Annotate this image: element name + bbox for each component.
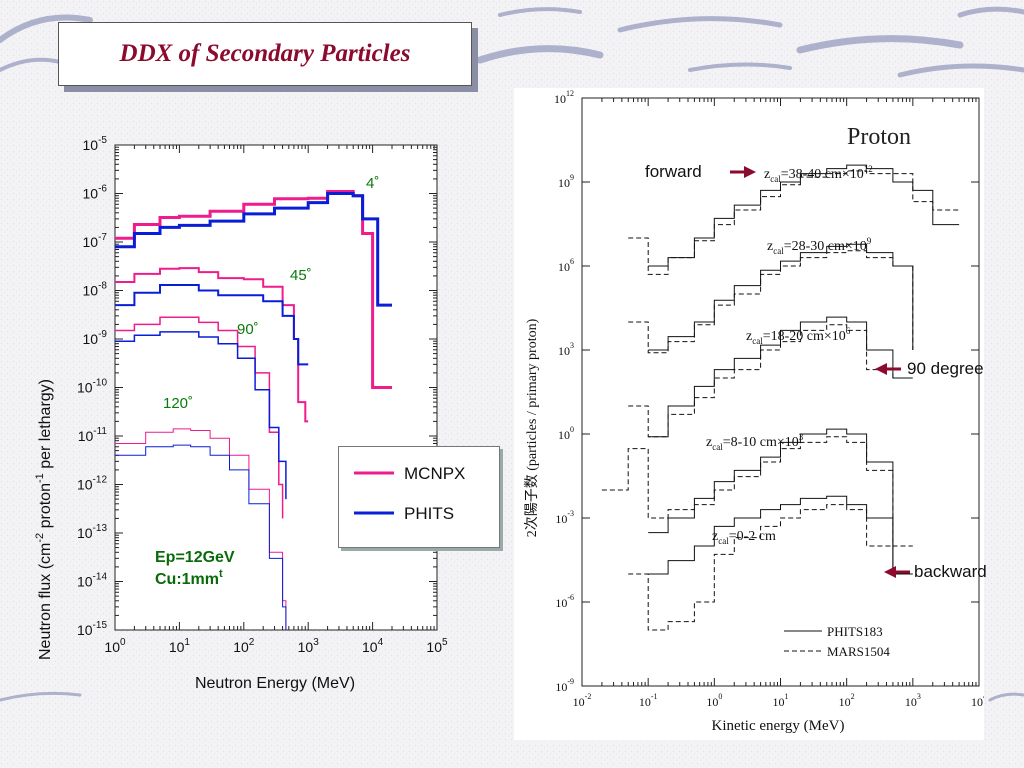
forward-arrow-icon xyxy=(730,166,756,178)
series-mars1504-5 xyxy=(628,324,894,438)
y-tick-label: 10-6 xyxy=(83,184,108,202)
forward-annotation: forward xyxy=(645,162,702,182)
x-tick-label: 100 xyxy=(104,637,126,655)
series-phits-3 xyxy=(115,284,309,366)
legend-label-phits: PHITS xyxy=(404,504,454,523)
curve-label-2: zcal=18-20 cm×106 xyxy=(746,326,851,346)
y-tick-label: 100 xyxy=(558,425,574,442)
beam-energy-label: Ep=12GeV xyxy=(155,549,235,566)
y-tick-label: 10-8 xyxy=(83,281,108,299)
y-tick-label: 10-13 xyxy=(77,523,107,541)
series-mcnpx-4 xyxy=(115,316,284,519)
left-series-group xyxy=(115,190,392,630)
ninety-degree-annotation: 90 degree xyxy=(907,359,984,379)
y-tick-label: 10-11 xyxy=(78,426,108,444)
legend-label-mars1504: MARS1504 xyxy=(827,644,890,659)
right-axis-ticks xyxy=(581,97,980,687)
ninety-degree-arrow-icon xyxy=(875,363,901,375)
angle-label-120: 120˚ xyxy=(163,395,193,412)
right-legend: PHITS183 MARS1504 xyxy=(784,624,890,659)
x-tick-label: 104 xyxy=(362,637,384,655)
y-tick-label: 106 xyxy=(558,257,574,274)
curve-label-3: zcal=8-10 cm×103 xyxy=(706,432,804,452)
right-curve-labels: zcal=38-40 cm×1012 zcal=28-30 cm×109 zcal=… xyxy=(706,164,873,546)
slide-title-box: DDX of Secondary Particles xyxy=(58,22,472,86)
x-tick-label: 102 xyxy=(233,637,255,655)
legend-label-phits183: PHITS183 xyxy=(827,624,883,639)
series-phits-5 xyxy=(115,331,287,500)
right-chart-title: Proton xyxy=(847,124,911,150)
y-tick-label: 109 xyxy=(558,173,574,190)
right-proton-chart: 1012 109 106 103 100 10-3 10-6 10-9 10-2 10-1 100… xyxy=(524,89,987,734)
y-tick-label: 10-5 xyxy=(83,135,108,153)
curve-label-0: zcal=38-40 cm×1012 xyxy=(764,164,873,184)
left-legend: MCNPX PHITS xyxy=(338,446,500,548)
series-phits183-8 xyxy=(648,495,894,575)
series-mcnpx-6 xyxy=(115,428,287,630)
x-tick-label: 103 xyxy=(298,637,320,655)
y-tick-label: 10-9 xyxy=(83,329,108,347)
right-y-axis-label: 2次陽子数 (particles / primary proton) xyxy=(524,318,540,537)
x-tick-label: 10-2 xyxy=(573,692,592,709)
series-phits-7 xyxy=(115,444,287,630)
x-tick-label: 101 xyxy=(169,637,191,655)
x-tick-label: 101 xyxy=(773,692,789,709)
y-tick-label: 10-7 xyxy=(83,232,108,250)
y-tick-label: 10-9 xyxy=(555,677,574,694)
left-x-tick-labels: 100 101 102 103 104 105 xyxy=(104,637,448,655)
y-tick-label: 1012 xyxy=(554,89,574,106)
right-x-axis-label: Kinetic energy (MeV) xyxy=(711,718,844,734)
series-phits-1 xyxy=(115,192,392,307)
y-tick-label: 10-15 xyxy=(77,620,107,638)
right-y-tick-labels: 1012 109 106 103 100 10-3 10-6 10-9 xyxy=(554,89,574,694)
left-y-axis-label: Neutron flux (cm-2 proton-1 per lethargy… xyxy=(34,379,54,660)
backward-annotation: backward xyxy=(914,562,987,582)
right-x-tick-labels: 10-2 10-1 100 101 102 103 104 xyxy=(573,692,987,709)
svg-text:Neutron flux (cm-2 proton-1 pe: Neutron flux (cm-2 proton-1 per lethargy… xyxy=(34,379,54,660)
left-x-axis-label: Neutron Energy (MeV) xyxy=(195,675,355,692)
x-tick-label: 100 xyxy=(706,692,722,709)
left-neutron-flux-chart: 10-5 10-6 10-7 10-8 10-9 10-10 10-11 10-12 10-13… xyxy=(34,135,448,692)
angle-label-45: 45˚ xyxy=(290,267,312,284)
x-tick-label: 105 xyxy=(426,637,448,655)
series-phits183-4 xyxy=(648,316,913,438)
x-tick-label: 102 xyxy=(839,692,855,709)
y-tick-label: 103 xyxy=(558,341,574,358)
backward-label: backward xyxy=(914,562,987,581)
series-mars1504-9 xyxy=(628,504,893,631)
x-tick-label: 10-1 xyxy=(639,692,658,709)
target-label: Cu:1mmt xyxy=(155,568,223,588)
series-mars1504-7 xyxy=(601,436,913,547)
backward-arrow-icon xyxy=(884,566,910,578)
curve-label-4: zcal=0-2 cm xyxy=(712,529,776,546)
left-y-tick-labels: 10-5 10-6 10-7 10-8 10-9 10-10 10-11 10-12 10-13… xyxy=(77,135,107,638)
legend-label-mcnpx: MCNPX xyxy=(404,464,465,483)
x-tick-label: 103 xyxy=(905,692,921,709)
right-proton-chart-panel: 1012 109 106 103 100 10-3 10-6 10-9 10-2 10-1 100… xyxy=(514,88,987,740)
y-tick-label: 10-3 xyxy=(555,509,574,526)
y-tick-label: 10-14 xyxy=(77,572,107,590)
y-tick-label: 10-6 xyxy=(555,593,574,610)
angle-label-4: 4˚ xyxy=(366,175,379,192)
y-tick-label: 10-10 xyxy=(77,378,107,396)
curve-label-1: zcal=28-30 cm×109 xyxy=(767,236,872,256)
series-phits183-6 xyxy=(648,428,913,575)
left-axis-ticks xyxy=(114,144,438,631)
x-tick-label: 104 xyxy=(971,692,984,709)
slide-title: DDX of Secondary Particles xyxy=(119,40,411,67)
angle-label-90: 90˚ xyxy=(237,321,259,338)
forward-label: forward xyxy=(645,162,702,181)
ninety-degree-label: 90 degree xyxy=(907,359,984,378)
y-tick-label: 10-12 xyxy=(77,475,107,493)
right-series-group xyxy=(601,164,960,631)
series-mars1504-3 xyxy=(628,250,914,354)
